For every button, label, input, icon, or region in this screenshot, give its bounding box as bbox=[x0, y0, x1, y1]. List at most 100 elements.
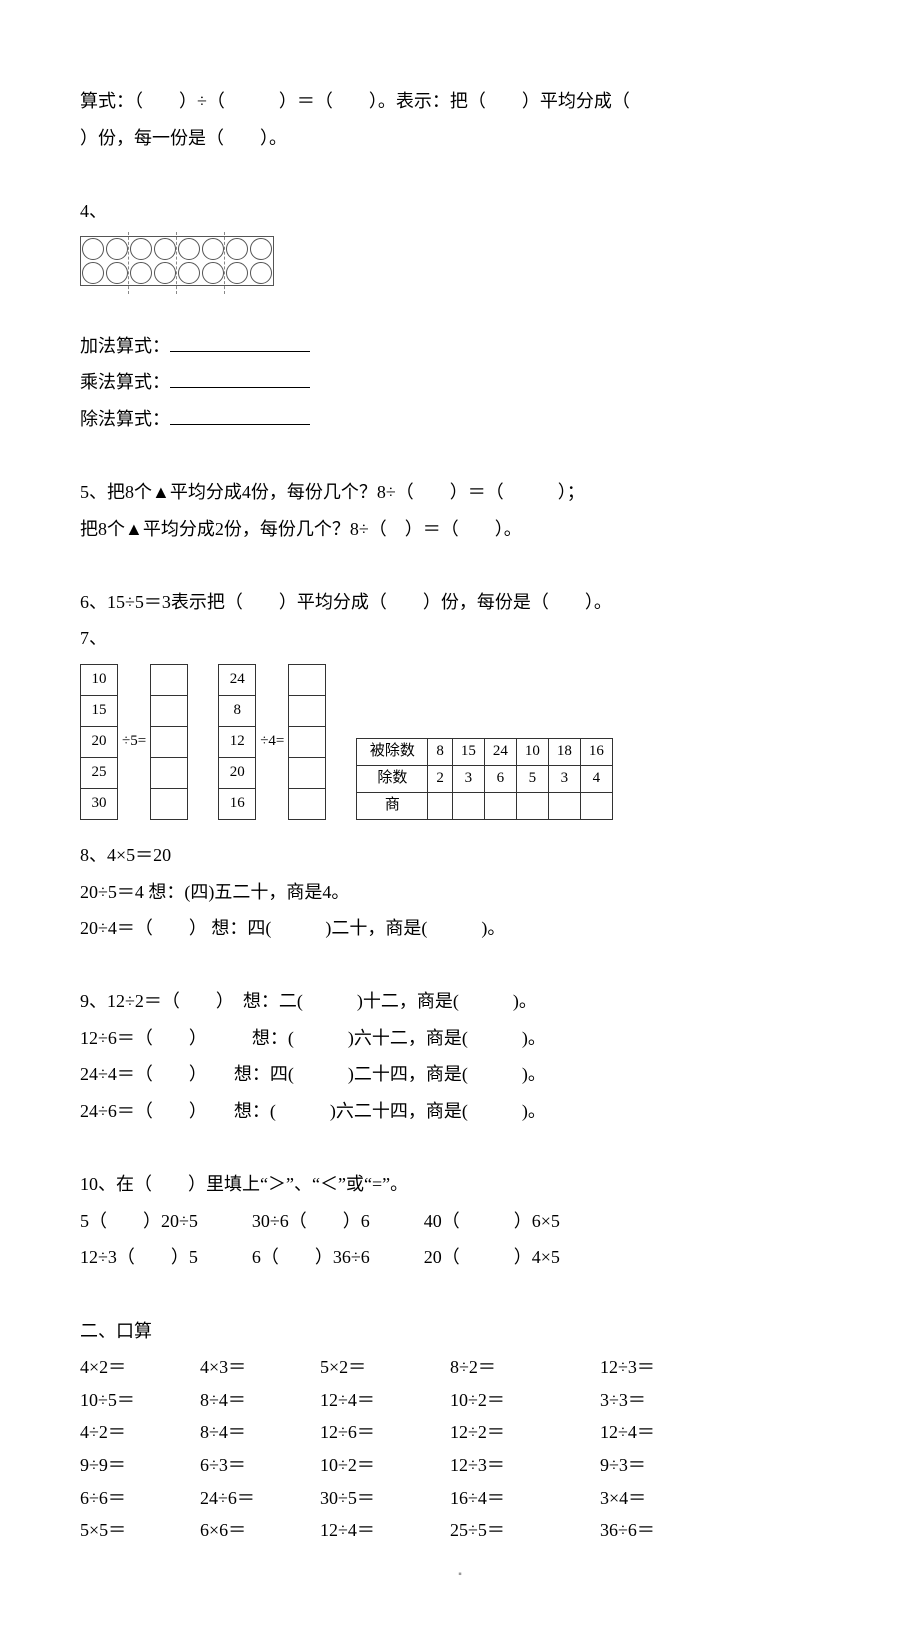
q3-line1: 算式：（ ）÷（ ）＝（ ）。表示：把（ ）平均分成（ bbox=[80, 86, 840, 117]
table-cell bbox=[151, 757, 188, 788]
table-cell: 10 bbox=[516, 738, 548, 765]
q9-l1: 9、12÷2＝（ ） 想：二( )十二，商是( )。 bbox=[80, 986, 840, 1017]
calc-cell: 6×6＝ bbox=[200, 1515, 320, 1546]
table-cell: 被除数 bbox=[357, 738, 428, 765]
q3-line2: ）份，每一份是（ ）。 bbox=[80, 123, 840, 154]
calc-cell: 16÷4＝ bbox=[450, 1483, 600, 1514]
q7-horiz-table: 被除数81524101816除数236534商 bbox=[356, 738, 613, 820]
q9-l2: 12÷6＝（ ） 想：( )六十二，商是( )。 bbox=[80, 1023, 840, 1054]
table-cell bbox=[516, 792, 548, 819]
q9-l3: 24÷4＝（ ） 想：四( )二十四，商是( )。 bbox=[80, 1059, 840, 1090]
table-cell bbox=[289, 757, 326, 788]
q9-l4: 24÷6＝（ ） 想：( )六二十四，商是( )。 bbox=[80, 1096, 840, 1127]
calc-cell: 8÷4＝ bbox=[200, 1417, 320, 1448]
table-cell: 3 bbox=[452, 765, 484, 792]
q8-l1: 8、4×5＝20 bbox=[80, 840, 840, 871]
circle-icon bbox=[105, 237, 129, 261]
table-cell: 30 bbox=[81, 788, 118, 819]
table-cell bbox=[151, 664, 188, 695]
table-cell: 12 bbox=[219, 726, 256, 757]
calc-cell: 12÷4＝ bbox=[320, 1515, 450, 1546]
calc-cell: 36÷6＝ bbox=[600, 1515, 750, 1546]
circle-icon bbox=[153, 261, 177, 285]
calc-cell: 25÷5＝ bbox=[450, 1515, 600, 1546]
circle-icon bbox=[249, 261, 273, 285]
calc-cell: 10÷5＝ bbox=[80, 1385, 200, 1416]
q4-div-label: 除法算式： bbox=[80, 409, 170, 429]
page-marker: ▪ bbox=[80, 1566, 840, 1583]
sec2-title: 二、口算 bbox=[80, 1316, 840, 1347]
q7-label: 7、 bbox=[80, 623, 840, 654]
table-cell bbox=[548, 792, 580, 819]
circle-icon bbox=[129, 237, 153, 261]
table-cell bbox=[484, 792, 516, 819]
q7-figures: 1015202530 ÷5= 248122016 ÷4= 被除数81524101… bbox=[80, 664, 840, 820]
q10-l3: 12÷3（ ）5 6（ ）36÷6 20（ ）4×5 bbox=[80, 1242, 840, 1273]
table-cell: 5 bbox=[516, 765, 548, 792]
blank-line bbox=[170, 406, 310, 425]
q7-left-group: 1015202530 ÷5= bbox=[80, 664, 188, 820]
calc-cell: 10÷2＝ bbox=[450, 1385, 600, 1416]
table-cell bbox=[289, 664, 326, 695]
calc-cell: 12÷4＝ bbox=[320, 1385, 450, 1416]
q4-mul-label: 乘法算式： bbox=[80, 372, 170, 392]
table-cell: 8 bbox=[219, 695, 256, 726]
table-cell bbox=[151, 695, 188, 726]
calc-cell: 3÷3＝ bbox=[600, 1385, 750, 1416]
circle-icon bbox=[225, 261, 249, 285]
table-cell: 4 bbox=[580, 765, 612, 792]
table-cell: 15 bbox=[81, 695, 118, 726]
circle-icon bbox=[249, 237, 273, 261]
blank-line bbox=[170, 333, 310, 352]
table-cell: 6 bbox=[484, 765, 516, 792]
calc-cell: 6÷6＝ bbox=[80, 1483, 200, 1514]
table-cell: 20 bbox=[219, 757, 256, 788]
q4-div: 除法算式： bbox=[80, 404, 840, 435]
calc-cell: 3×4＝ bbox=[600, 1483, 750, 1514]
table-cell: 16 bbox=[219, 788, 256, 819]
q8-l2: 20÷5＝4 想：(四)五二十，商是4。 bbox=[80, 877, 840, 908]
q4-mul: 乘法算式： bbox=[80, 367, 840, 398]
table-cell: 除数 bbox=[357, 765, 428, 792]
q7-mid-out bbox=[288, 664, 326, 820]
blank-line bbox=[170, 369, 310, 388]
circle-icon bbox=[153, 237, 177, 261]
calc-cell: 9÷3＝ bbox=[600, 1450, 750, 1481]
calc-cell: 6÷3＝ bbox=[200, 1450, 320, 1481]
calc-cell: 30÷5＝ bbox=[320, 1483, 450, 1514]
calc-cell: 24÷6＝ bbox=[200, 1483, 320, 1514]
table-cell: 15 bbox=[452, 738, 484, 765]
q4-figure bbox=[80, 232, 840, 294]
table-cell: 3 bbox=[548, 765, 580, 792]
table-cell bbox=[289, 726, 326, 757]
calc-cell: 4÷2＝ bbox=[80, 1417, 200, 1448]
circle-icon bbox=[105, 261, 129, 285]
table-cell: 8 bbox=[428, 738, 453, 765]
circle-icon bbox=[81, 261, 105, 285]
q7-mid-group: 248122016 ÷4= bbox=[218, 664, 326, 820]
calc-cell: 4×2＝ bbox=[80, 1352, 200, 1383]
calc-cell: 10÷2＝ bbox=[320, 1450, 450, 1481]
q7-mid-op: ÷4= bbox=[260, 729, 284, 755]
q10-l2: 5（ ）20÷5 30÷6（ ）6 40（ ）6×5 bbox=[80, 1206, 840, 1237]
table-cell bbox=[289, 695, 326, 726]
q5-line1: 5、把8个▲平均分成4份，每份几个？8÷（ ）＝（ ）； bbox=[80, 477, 840, 508]
circle-icon bbox=[201, 261, 225, 285]
table-cell: 16 bbox=[580, 738, 612, 765]
table-cell: 24 bbox=[484, 738, 516, 765]
table-cell bbox=[151, 788, 188, 819]
calc-cell: 4×3＝ bbox=[200, 1352, 320, 1383]
table-cell: 2 bbox=[428, 765, 453, 792]
q4-label: 4、 bbox=[80, 196, 840, 227]
q7-left-in: 1015202530 bbox=[80, 664, 118, 820]
circle-icon bbox=[177, 237, 201, 261]
table-cell: 10 bbox=[81, 664, 118, 695]
table-cell bbox=[289, 788, 326, 819]
table-cell bbox=[428, 792, 453, 819]
circle-icon bbox=[201, 237, 225, 261]
table-cell bbox=[151, 726, 188, 757]
circle-icon bbox=[225, 237, 249, 261]
q10-l1: 10、在（ ）里填上“＞”、“＜”或“=”。 bbox=[80, 1169, 840, 1200]
q6-line: 6、15÷5＝3表示把（ ）平均分成（ ）份，每份是（ ）。 bbox=[80, 587, 840, 618]
table-cell bbox=[580, 792, 612, 819]
